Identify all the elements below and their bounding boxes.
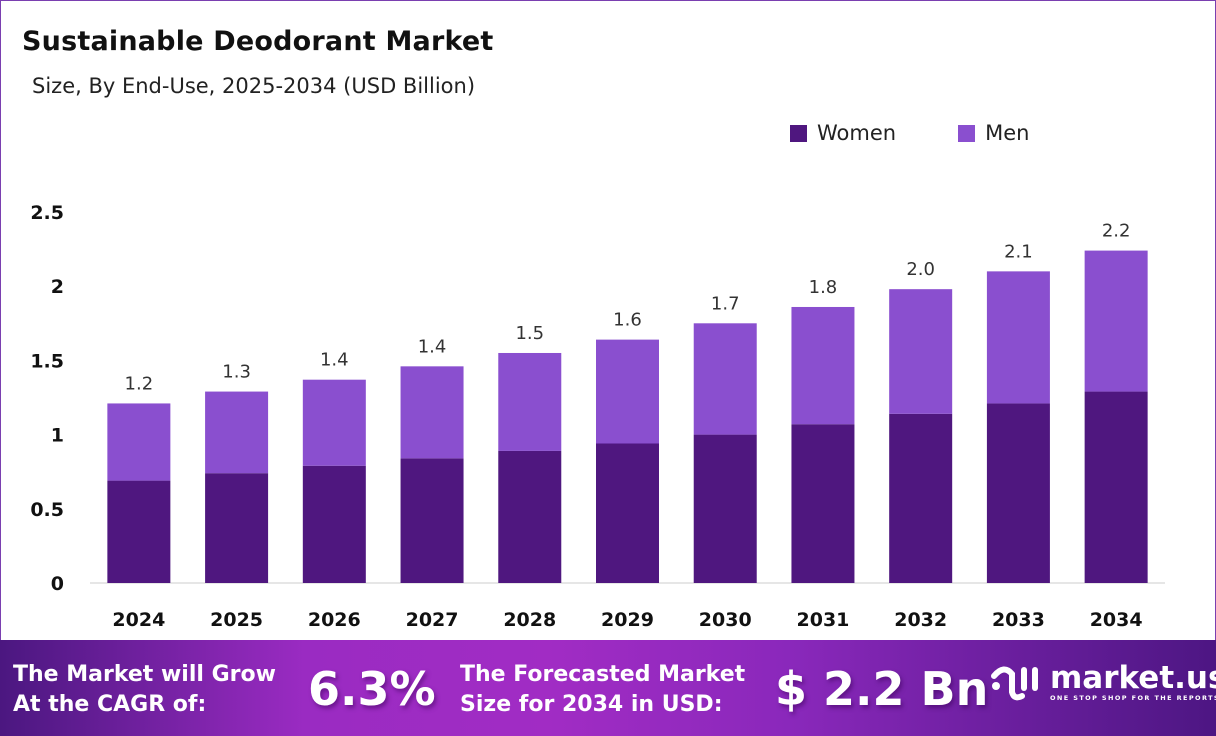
cagr-label-line1: The Market will Grow (13, 662, 276, 687)
legend-item-men: Men (958, 121, 1029, 145)
forecast-value: $ 2.2 Bn (775, 662, 989, 716)
cagr-label: The Market will Grow At the CAGR of: (13, 660, 276, 720)
bar-women-2031 (791, 424, 855, 583)
logo-text: market.us (1050, 660, 1216, 696)
legend-swatch-men (958, 124, 976, 142)
data-label-2031: 1.8 (809, 277, 838, 298)
bar-men-2029 (596, 339, 659, 444)
cagr-label-line2: At the CAGR of: (13, 692, 207, 717)
bar-women-2034 (1084, 391, 1148, 583)
forecast-label: The Forecasted Market Size for 2034 in U… (460, 660, 745, 720)
forecast-label-line1: The Forecasted Market (460, 662, 746, 687)
logo-icon (991, 666, 1038, 701)
data-label-2027: 1.4 (418, 336, 447, 357)
bar-men-2030 (693, 323, 757, 435)
chart-title: Sustainable Deodorant Market (22, 26, 494, 57)
bar-women-2033 (986, 403, 1050, 583)
data-label-2029: 1.6 (613, 310, 642, 331)
x-tick-label: 2024 (112, 609, 165, 631)
data-label-2024: 1.2 (125, 373, 154, 394)
bar-men-2032 (889, 289, 953, 414)
legend-label-women: Women (817, 121, 897, 145)
bar-men-2034 (1084, 250, 1148, 392)
x-tick-label: 2032 (894, 609, 947, 631)
chart-subtitle: Size, By End-Use, 2025-2034 (USD Billion… (32, 74, 476, 98)
legend-label-men: Men (985, 121, 1030, 145)
x-tick-label: 2026 (308, 609, 361, 631)
bar-women-2025 (205, 473, 269, 583)
x-tick-label: 2028 (503, 609, 556, 631)
market-us-logo: market.us ONE STOP SHOP FOR THE REPORTS (990, 662, 1216, 702)
bar-chart: 0 0.5 1 1.5 2 2.5 1.2 2024 1.3 2025 1.4 2026 1.4 2027… (30, 202, 1165, 631)
bar-women-2032 (889, 413, 953, 583)
y-tick-label: 0 (51, 573, 64, 595)
bar-women-2027 (400, 458, 464, 583)
cagr-value: 6.3% (308, 662, 436, 716)
x-tick-label: 2030 (699, 609, 752, 631)
y-tick-label: 2 (51, 276, 64, 298)
data-label-2034: 2.2 (1102, 221, 1131, 242)
y-tick-label: 2.5 (30, 202, 64, 224)
y-tick-label: 1 (51, 425, 64, 447)
legend-swatch-women (790, 124, 807, 142)
bar-women-2029 (596, 443, 659, 583)
bar-men-2025 (205, 391, 269, 474)
bar-women-2030 (693, 434, 757, 583)
x-tick-label: 2031 (797, 609, 850, 631)
x-tick-label: 2025 (210, 609, 263, 631)
bar-women-2028 (498, 450, 562, 583)
y-tick-label: 1.5 (30, 350, 64, 372)
bar-men-2027 (400, 366, 464, 459)
data-label-2025: 1.3 (222, 362, 251, 383)
bar-men-2028 (498, 352, 562, 451)
bar-men-2026 (302, 379, 366, 466)
y-tick-label: 0.5 (30, 499, 64, 521)
bar-women-2026 (302, 465, 366, 583)
forecast-label-line2: Size for 2034 in USD: (460, 692, 723, 717)
logo-tagline: ONE STOP SHOP FOR THE REPORTS (1050, 694, 1216, 702)
data-label-2032: 2.0 (906, 259, 935, 280)
x-tick-label: 2027 (406, 609, 459, 631)
data-label-2033: 2.1 (1004, 241, 1033, 262)
bar-men-2033 (986, 271, 1050, 404)
data-label-2030: 1.7 (711, 293, 740, 314)
legend: Women Men (790, 121, 1029, 145)
bar-women-2024 (107, 480, 171, 583)
data-label-2026: 1.4 (320, 350, 349, 371)
footer-banner: The Market will Grow At the CAGR of: 6.3… (0, 640, 1216, 736)
data-label-2028: 1.5 (515, 323, 544, 344)
x-tick-label: 2029 (601, 609, 654, 631)
x-tick-label: 2034 (1090, 609, 1143, 631)
bar-men-2024 (107, 403, 171, 481)
legend-item-women: Women (790, 121, 896, 145)
x-tick-label: 2033 (992, 609, 1045, 631)
bar-men-2031 (791, 306, 855, 425)
